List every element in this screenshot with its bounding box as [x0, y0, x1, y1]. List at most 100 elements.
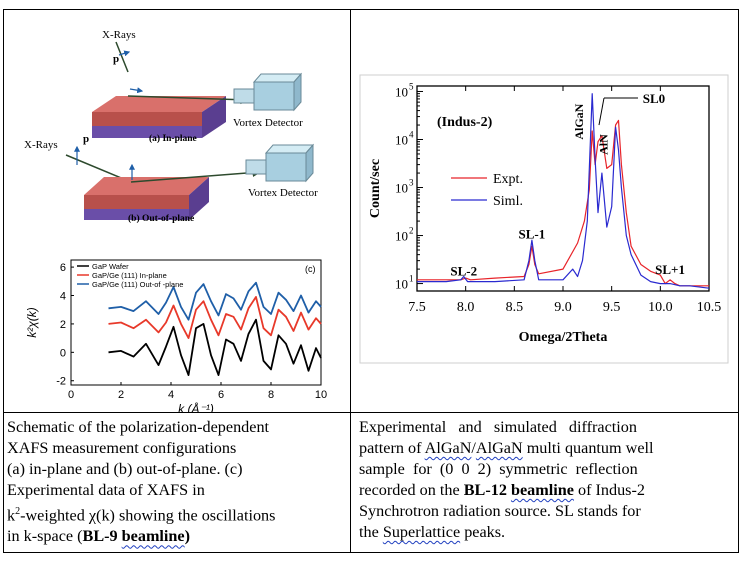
table-border-left — [3, 9, 4, 553]
caption-text: -weighted χ(k) showing the oscillations — [20, 506, 276, 525]
xafs-ylabel-text: k²χ(k) — [25, 307, 39, 338]
detector-snout-b — [245, 159, 267, 175]
diffraction-figure-border — [359, 74, 729, 364]
caption-bold-text: beamline — [121, 527, 185, 546]
xray-label-a: X-Rays — [102, 29, 136, 41]
diffraction-x-tick-label: 9.0 — [554, 300, 572, 315]
p-label-b: p — [83, 133, 89, 145]
detector-snout-a — [233, 88, 255, 104]
caption-text: AlGaN — [424, 439, 472, 457]
diffraction-series-line — [417, 119, 709, 287]
incident-beam-a — [115, 41, 129, 73]
left-caption-line: XAFS measurement configurations — [7, 439, 237, 457]
caption-text: ) — [184, 527, 190, 546]
diffraction-peak-labels: SL-2 SL-1 AlGaN SL0 AlN SL+1 — [450, 91, 685, 279]
fluorescence-beam-b — [130, 168, 262, 183]
sample-top-a — [92, 96, 226, 112]
caption-text: peaks. — [460, 523, 506, 541]
xafs-series-line — [108, 318, 322, 377]
diffraction-y-axis-label: Count/sec — [368, 159, 383, 218]
diffraction-x-tick-label: 10.5 — [697, 300, 722, 315]
diffraction-y-tick-label: 10 — [395, 132, 408, 147]
sample-substrate-b — [84, 209, 189, 220]
xafs-legend-entry: GaP/Ge (111) Out-of -plane — [92, 280, 183, 289]
panel-label-b: (b) Out-of-plane — [128, 213, 194, 224]
xafs-y-tick-label: 4 — [60, 291, 66, 303]
xafs-series-line — [108, 281, 322, 321]
left-figure: X-Rays p Vortex Detector (a) In-plane X-… — [24, 29, 327, 412]
right-caption-line: sample for (0 0 2) symmetric reflection — [359, 460, 638, 478]
xafs-x-tick-label: 2 — [118, 389, 124, 401]
xafs-series-line — [108, 295, 322, 340]
caption-text: of Indus-2 — [573, 481, 645, 499]
xafs-x-axis-label: k (Å⁻¹) — [178, 401, 214, 412]
left-caption-line: in k-space (BL-9 beamline) — [7, 526, 347, 547]
table-border-divider — [350, 9, 351, 553]
xafs-chart-frame — [70, 259, 322, 386]
diffraction-peak-label: SL0 — [643, 91, 665, 106]
diffraction-y-tick-exponent: 5 — [409, 81, 414, 91]
diffraction-legend-entry: Expt. — [493, 172, 523, 187]
left-caption-line: k2-weighted χ(k) showing the oscillation… — [7, 501, 347, 526]
caption-text: AlGaN — [475, 439, 523, 457]
xafs-chart-lines — [108, 281, 322, 377]
left-caption-line: Schematic of the polarization-dependent — [7, 418, 270, 436]
diffraction-x-tick-label: 8.5 — [506, 300, 524, 315]
diffraction-legend-entry: Siml. — [493, 194, 523, 209]
detector-label-b: Vortex Detector — [248, 187, 318, 199]
caption-text: Superlattice — [382, 523, 461, 541]
diffraction-peak-label: SL+1 — [655, 262, 685, 277]
diffraction-x-tick-label: 7.5 — [408, 300, 426, 315]
xafs-x-tick-label: 8 — [268, 389, 274, 401]
xafs-legend-entry: GaP/Ge (111) In-plane — [92, 271, 167, 280]
detector-top-a — [252, 73, 303, 83]
diffraction-peak-label: AlN — [597, 134, 611, 155]
caption-text: in k-space ( — [7, 527, 83, 546]
xafs-x-tick-label: 4 — [168, 389, 174, 401]
diffraction-x-tick-label: 8.0 — [457, 300, 475, 315]
caption-text: k — [7, 506, 16, 525]
right-caption-line: Synchrotron radiation source. SL stands … — [359, 502, 641, 520]
diffraction-chart-legend: Expt. Siml. — [451, 172, 523, 209]
right-caption: Experimental and simulated diffraction p… — [359, 417, 721, 543]
detector-body-a — [253, 81, 295, 111]
sample-substrate-a — [92, 126, 202, 138]
xafs-y-tick-label: 6 — [60, 262, 66, 274]
diffraction-y-tick-label: 10 — [395, 277, 408, 292]
caption-bold-text: BL-9 — [82, 527, 122, 546]
sample-side-a — [202, 96, 226, 138]
diffraction-peak-label: AlGaN — [572, 103, 586, 139]
right-caption-line: recorded on the BL-12 beamline of Indus-… — [359, 480, 721, 501]
left-caption-line: Experimental data of XAFS in — [7, 481, 205, 499]
diffraction-y-tick-label: 10 — [395, 84, 408, 99]
left-caption: Schematic of the polarization-dependent … — [7, 417, 347, 547]
polarization-arrow-a — [118, 50, 131, 57]
diffraction-x-tick-label: 9.5 — [603, 300, 621, 315]
panel-label-a: (a) In-plane — [149, 133, 197, 144]
sl0-pointer-line — [598, 97, 605, 126]
right-caption-line: the Superlattice peaks. — [359, 522, 721, 543]
indus-annotation: (Indus-2) — [437, 115, 493, 130]
right-caption-line: Experimental and simulated diffraction — [359, 418, 637, 436]
sample-layer-b — [84, 195, 189, 209]
left-caption-line: (a) in-plane and (b) out-of-plane. (c) — [7, 460, 243, 478]
diffraction-y-tick-exponent: 2 — [409, 226, 414, 236]
sample-layer-a — [92, 112, 202, 126]
detector-side-b — [305, 143, 314, 183]
table-border-right — [738, 9, 739, 553]
diffraction-chart-lines — [417, 93, 710, 289]
xafs-panel-label: (c) — [305, 264, 316, 274]
beam-polarization-a — [129, 87, 144, 94]
xray-label-b: X-Rays — [24, 139, 58, 151]
sample-side-b — [189, 177, 209, 220]
xafs-x-tick-label: 0 — [68, 389, 74, 401]
schematic-out-of-plane: X-Rays p Vortex Detector (b) Out-of-plan… — [24, 133, 318, 224]
detector-label-a: Vortex Detector — [233, 117, 303, 129]
caption-bold-text: beamline — [510, 481, 574, 499]
table-border-top — [3, 9, 739, 10]
